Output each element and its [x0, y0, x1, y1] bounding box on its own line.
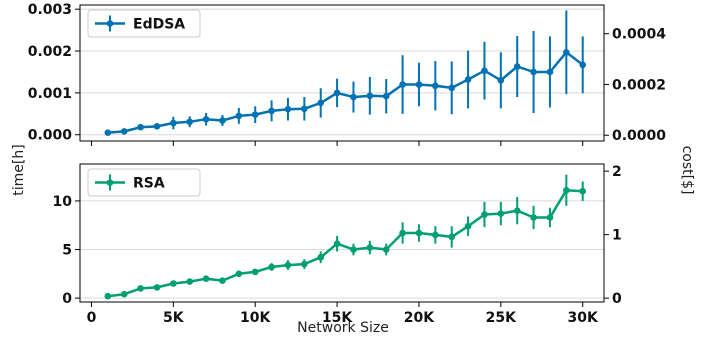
- p2-point-8: [235, 270, 243, 278]
- p2-point-17: [382, 246, 390, 253]
- p2-point-11: [284, 261, 292, 269]
- p2-point-25: [513, 207, 521, 214]
- p1-point-22: [464, 76, 472, 83]
- p2-xtick-label-3: 15K: [322, 310, 353, 326]
- x-axis-label: Network Size: [297, 320, 389, 336]
- p1-point-8: [235, 112, 243, 120]
- p2-point-15: [350, 246, 357, 253]
- p2-ytick-label-0: 0: [62, 291, 72, 307]
- p2-point-23: [481, 211, 488, 218]
- p2-point-18: [399, 229, 406, 237]
- p2-xtick-label-5: 25K: [486, 310, 517, 326]
- p1-point-25: [513, 63, 521, 70]
- p2-legend-box: [87, 168, 201, 197]
- p2-xtick-label-0: 0: [87, 310, 97, 326]
- p2-point-2: [137, 285, 144, 292]
- p1-point-21: [448, 84, 456, 92]
- p1-point-24: [497, 77, 505, 84]
- p2-point-20: [432, 231, 439, 239]
- p1-legend-label: EdDSA: [133, 17, 185, 33]
- p2-point-24: [497, 210, 505, 217]
- p1-point-11: [284, 105, 292, 113]
- p2-point-14: [333, 240, 341, 247]
- p2-point-26: [530, 214, 537, 221]
- p1-point-27: [546, 68, 554, 76]
- p1-legend-box: [87, 9, 201, 38]
- p1-ytick-label-2: 0.002: [28, 44, 72, 60]
- chart-panel-2: 0 5 10 0 1 2 0 5K 10K 15K 20K 25K 30K RSA: [53, 163, 622, 326]
- p1-point-6: [202, 115, 210, 123]
- p2-point-4: [170, 280, 177, 287]
- p1-legend-marker: [106, 20, 114, 27]
- p1-point-17: [382, 92, 390, 100]
- p2-point-0: [104, 292, 112, 300]
- p1-point-2: [137, 123, 144, 131]
- p2-point-7: [219, 277, 226, 284]
- p2-legend-label: RSA: [133, 176, 165, 192]
- p2-point-6: [202, 275, 210, 282]
- p2-y2tick-label-2: 2: [612, 164, 622, 180]
- p1-point-13: [317, 99, 325, 107]
- p2-axes-frame: [79, 163, 605, 303]
- shared-y-axis-label: time[h]: [11, 144, 27, 195]
- p2-point-16: [366, 244, 374, 251]
- p2-point-12: [301, 260, 308, 268]
- p1-point-14: [333, 89, 341, 97]
- p1-y2tick-label-0: 0.0000: [612, 128, 666, 144]
- p2-point-10: [268, 263, 275, 271]
- p2-xtick-label-4: 20K: [404, 310, 435, 326]
- p2-ytick-label-2: 10: [53, 194, 73, 210]
- p2-point-1: [120, 290, 128, 298]
- p2-point-29: [579, 187, 587, 195]
- p2-legend-marker: [106, 179, 114, 186]
- p1-ytick-label-0: 0.000: [28, 128, 73, 144]
- p2-y2tick-label-1: 1: [612, 228, 622, 244]
- p2-point-9: [251, 268, 259, 276]
- p2-point-22: [464, 222, 472, 230]
- shared-y2-axis-label: cost[$]: [679, 146, 695, 195]
- chart-panel-1: 0.000 0.001 0.002 0.003 0.0000 0.0002 0.0004 Ed…: [28, 2, 666, 146]
- p1-point-3: [153, 123, 161, 130]
- p1-point-15: [350, 93, 357, 101]
- p1-point-23: [481, 67, 488, 74]
- p2-point-13: [317, 253, 325, 261]
- p1-point-12: [301, 105, 308, 113]
- p2-xtick-label-2: 10K: [240, 310, 271, 326]
- p1-ytick-label-1: 0.001: [28, 86, 72, 102]
- p2-point-27: [546, 214, 554, 221]
- p1-point-9: [251, 111, 259, 118]
- p1-ytick-label-3: 0.003: [28, 2, 72, 18]
- p2-series-line-0: [107, 188, 583, 298]
- p1-point-10: [268, 107, 275, 115]
- p2-point-19: [415, 229, 423, 237]
- p2-ytick-label-1: 5: [62, 243, 72, 259]
- p2-point-5: [186, 278, 194, 285]
- p2-xtick-label-6: 30K: [568, 310, 599, 326]
- p1-point-16: [366, 92, 374, 100]
- p1-point-26: [530, 68, 537, 76]
- p1-point-20: [432, 82, 439, 90]
- p2-y2tick-label-0: 0: [612, 291, 622, 307]
- p1-point-1: [120, 128, 128, 135]
- p1-y2tick-label-2: 0.0004: [612, 27, 666, 43]
- p1-point-5: [186, 118, 194, 126]
- p1-point-7: [219, 117, 226, 124]
- p1-point-4: [170, 119, 177, 127]
- p1-point-18: [399, 81, 406, 88]
- p1-axes-frame: [79, 4, 605, 142]
- p1-point-19: [415, 81, 423, 88]
- p1-y2tick-label-1: 0.0002: [612, 77, 666, 93]
- p2-point-21: [448, 233, 456, 241]
- p1-point-28: [563, 48, 570, 56]
- p2-point-3: [153, 284, 161, 291]
- p1-point-29: [579, 61, 587, 69]
- p2-point-28: [563, 186, 570, 194]
- p1-point-0: [104, 129, 112, 136]
- p2-xtick-label-1: 5K: [163, 310, 185, 326]
